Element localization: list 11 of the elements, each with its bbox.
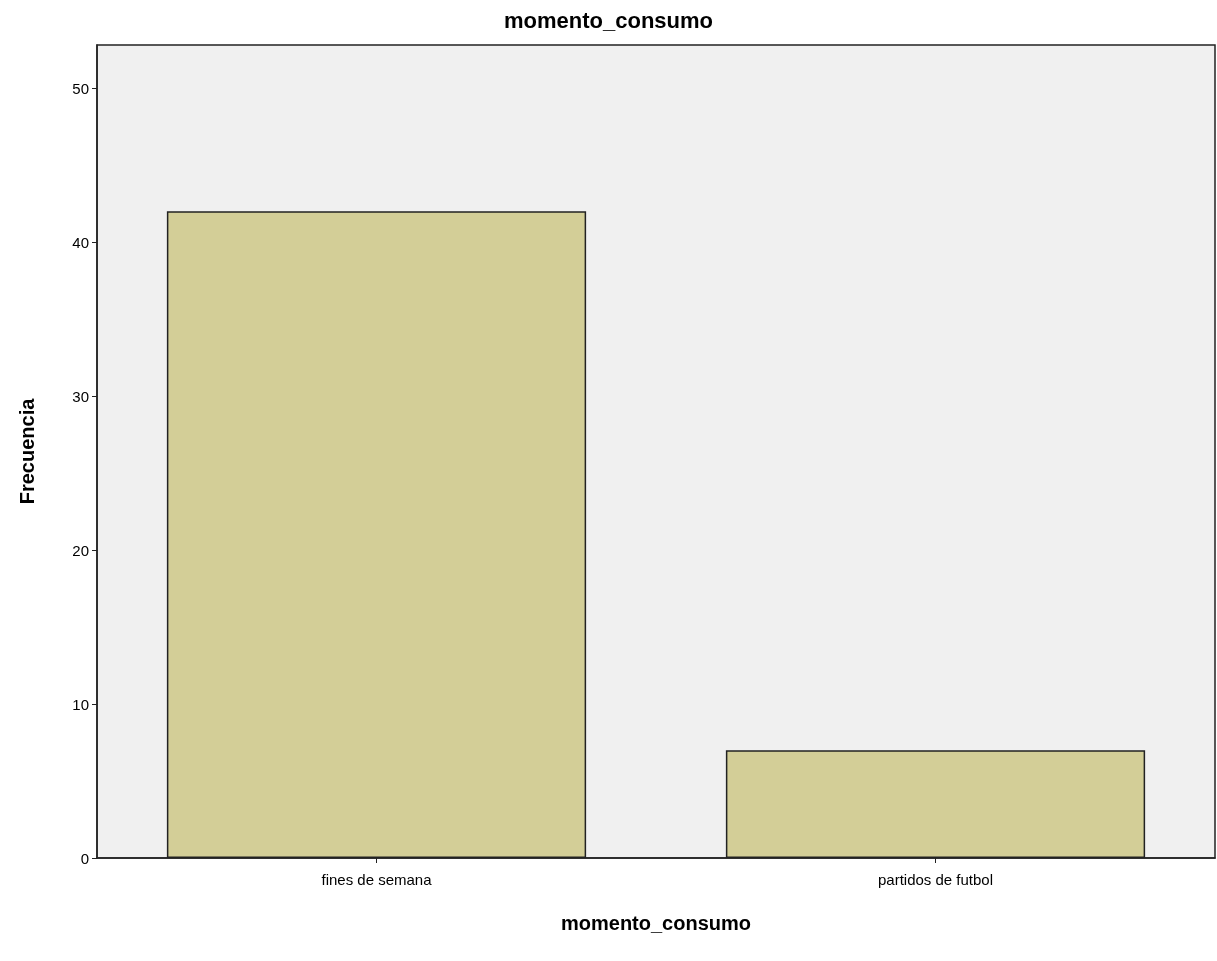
- y-tick-label: 0: [80, 849, 89, 867]
- y-axis-title: Frecuencia: [16, 397, 38, 505]
- y-tick-label: 40: [72, 233, 89, 251]
- y-tick-label: 50: [72, 79, 89, 97]
- chart-title: momento_consumo: [503, 7, 714, 33]
- y-tick-label: 30: [72, 387, 89, 405]
- y-tick-label: 10: [72, 695, 89, 713]
- y-tick-label: 20: [72, 541, 89, 559]
- x-axis-title: momento_consumo: [560, 912, 752, 934]
- x-tick-label: partidos de futbol: [877, 871, 994, 888]
- x-tick-label: fines de semana: [321, 871, 433, 888]
